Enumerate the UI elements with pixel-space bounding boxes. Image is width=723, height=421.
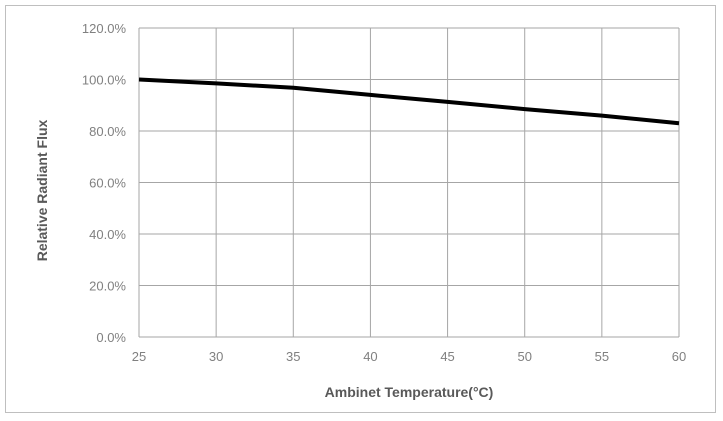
y-tick-label: 120.0% <box>82 21 127 36</box>
x-axis-title: Ambinet Temperature(°C) <box>325 384 494 400</box>
y-tick-label: 100.0% <box>82 73 127 88</box>
y-axis-title: Relative Radiant Flux <box>34 119 50 261</box>
x-tick-label: 25 <box>132 349 146 364</box>
x-tick-label: 30 <box>209 349 223 364</box>
series-layer <box>138 77 680 126</box>
line-chart: 25 30 35 40 45 50 55 60 0.0% 20.0% 40.0% 60.0% 80.0… <box>34 21 686 400</box>
x-tick-label: 40 <box>363 349 377 364</box>
y-tick-label: 0.0% <box>96 330 126 345</box>
x-tick-label: 45 <box>440 349 454 364</box>
x-tick-label: 35 <box>286 349 300 364</box>
y-axis-ticks: 0.0% 20.0% 40.0% 60.0% 80.0% 100.0% 120.0% <box>82 21 127 345</box>
x-axis-ticks: 25 30 35 40 45 50 55 60 <box>132 349 686 364</box>
x-tick-label: 50 <box>517 349 531 364</box>
series-line-0 <box>138 77 680 126</box>
y-tick-label: 20.0% <box>89 279 126 294</box>
gridlines <box>138 27 680 338</box>
chart-frame: 25 30 35 40 45 50 55 60 0.0% 20.0% 40.0% 60.0% 80.0… <box>5 5 716 413</box>
y-tick-label: 60.0% <box>89 176 126 191</box>
y-tick-label: 40.0% <box>89 227 126 242</box>
x-tick-label: 55 <box>595 349 609 364</box>
x-tick-label: 60 <box>672 349 686 364</box>
y-tick-label: 80.0% <box>89 124 126 139</box>
